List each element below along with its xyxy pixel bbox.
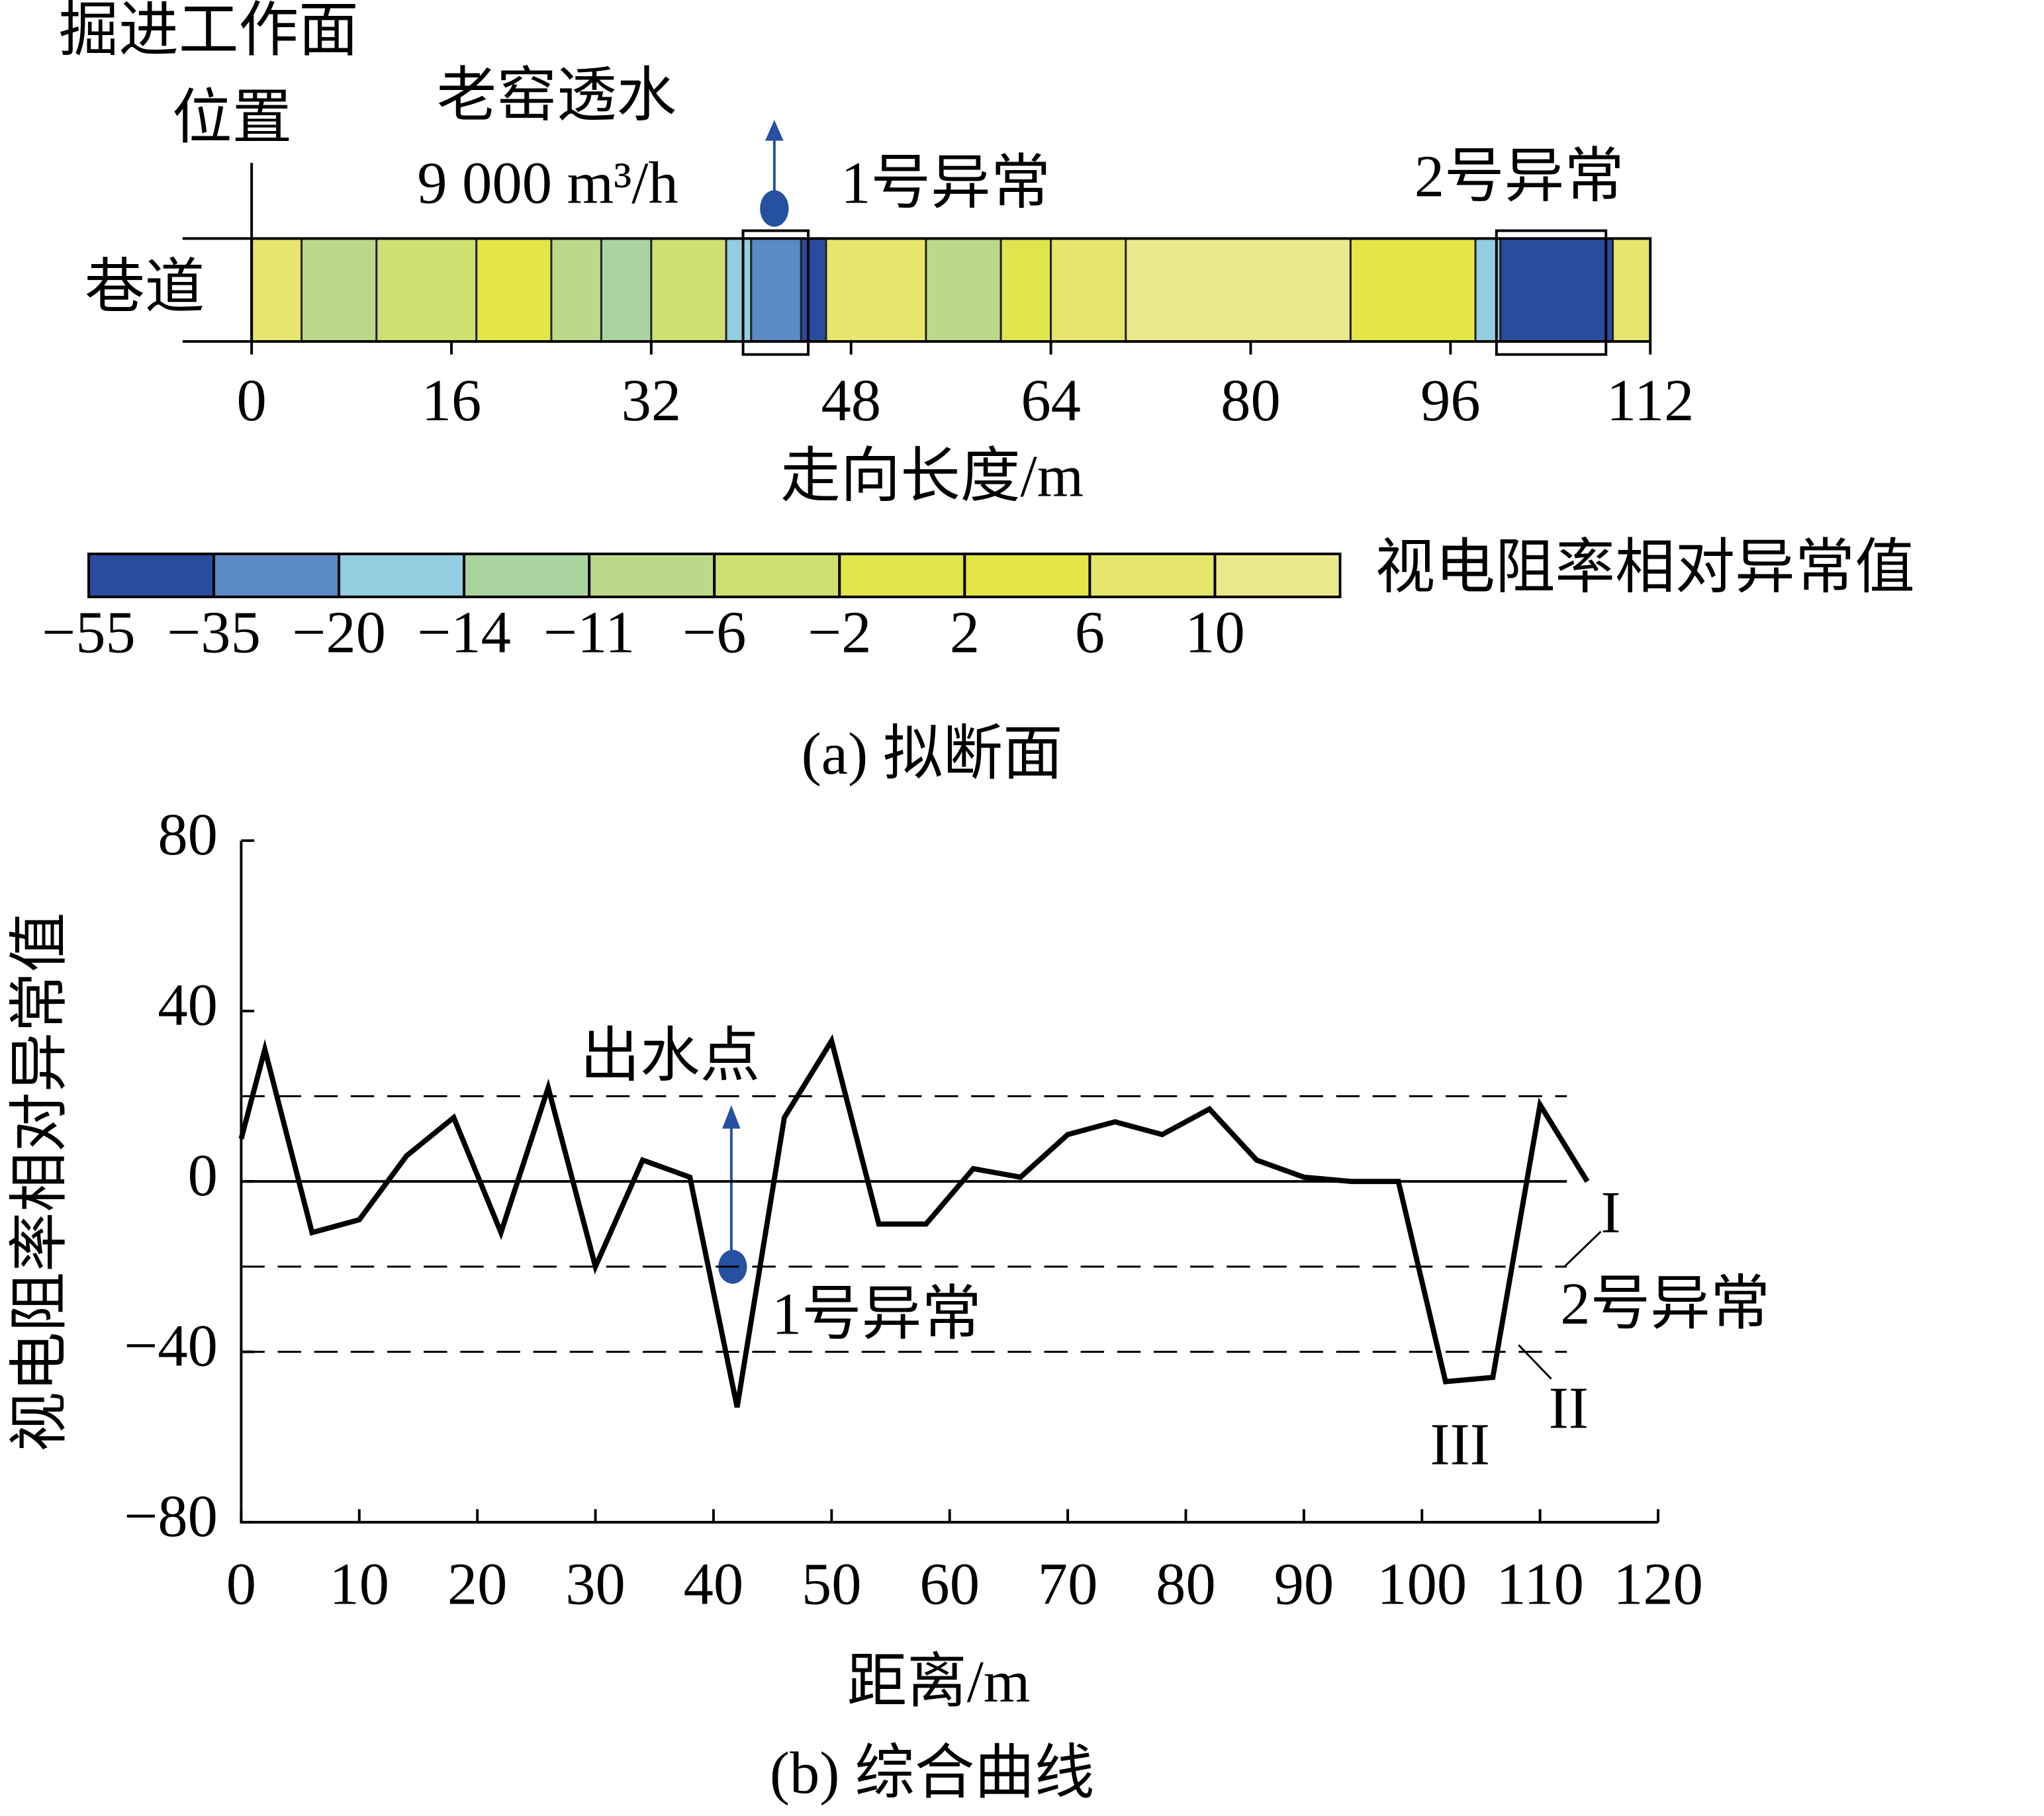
section-plot: 0 16 32 48 64 80 96 112 −55 −35 −20 −14 −11 −6 −2 2 6 10 <box>42 237 1695 666</box>
colorbar-swatch <box>1213 552 1342 598</box>
x-tick-label: 64 <box>1021 367 1081 433</box>
annotation: III <box>1430 1411 1490 1478</box>
colorbar-tick-label: −20 <box>292 599 386 666</box>
caption: (a) 拟断面 <box>802 720 1063 787</box>
cell <box>800 237 827 343</box>
y-label: 视电阻率相对异常值 <box>6 913 73 1452</box>
colorbar-tick-label: −35 <box>167 599 261 666</box>
colorbar-tick-label: −11 <box>543 599 635 666</box>
x-tick-label: 40 <box>684 1550 744 1617</box>
x-tick-label: 10 <box>329 1550 389 1617</box>
x-tick-label: 32 <box>622 367 682 433</box>
section-decor <box>182 120 1608 356</box>
annotation: 掘进工作面 <box>59 0 359 64</box>
cell <box>1612 237 1651 343</box>
y-tick-label: −80 <box>124 1482 218 1549</box>
x-tick-label: 80 <box>1156 1550 1216 1617</box>
cell <box>550 237 602 343</box>
cell <box>600 237 653 343</box>
x-tick-label: 20 <box>447 1550 508 1617</box>
cell <box>1349 237 1477 343</box>
cell <box>750 237 802 343</box>
colorbar-tick-label: 6 <box>1075 599 1105 666</box>
x-tick-label: 0 <box>237 367 267 433</box>
axis <box>240 840 1659 1524</box>
x-tick-label: 30 <box>565 1550 626 1617</box>
cell <box>825 237 927 343</box>
annotation: I <box>1601 1179 1620 1246</box>
colorbar-label: 视电阻率相对异常值 <box>1375 533 1915 600</box>
colorbar-swatch <box>588 552 716 598</box>
annotation: 老窑透水 <box>437 62 676 128</box>
cell <box>301 237 378 343</box>
water-point <box>760 190 789 227</box>
y-tick-label: −40 <box>124 1312 218 1379</box>
curve-plot: −80 −40 0 40 80 0 10 20 30 40 50 60 70 80 90 100 110 120 <box>124 801 1703 1617</box>
colorbar-tick-label: 2 <box>950 599 980 666</box>
cell <box>725 237 753 343</box>
x-tick-label: 96 <box>1420 367 1481 433</box>
colorbar-swatch <box>212 552 341 598</box>
colorbar-tick-label: 10 <box>1185 599 1245 666</box>
colorbar-swatch <box>463 552 591 598</box>
colorbar-swatch <box>838 552 966 598</box>
y-label: 巷道 <box>85 253 205 320</box>
colorbar-tick-label: −14 <box>417 599 511 666</box>
colorbar-swatch <box>1088 552 1217 598</box>
x-tick-label: 60 <box>919 1550 980 1617</box>
arrow-head <box>765 120 784 141</box>
y-tick-label: 80 <box>158 801 218 868</box>
colorbar-swatch <box>713 552 841 598</box>
x-tick-label: 48 <box>821 367 881 433</box>
y-tick-label: 0 <box>188 1142 218 1208</box>
annotation: 出水点 <box>580 1022 760 1089</box>
colorbar-swatch <box>963 552 1092 598</box>
annotation: 2号异常 <box>1560 1270 1770 1337</box>
x-tick-label: 50 <box>802 1550 862 1617</box>
cell <box>1050 237 1127 343</box>
x-tick-label: 120 <box>1613 1550 1703 1617</box>
annotation: 1号异常 <box>841 149 1050 216</box>
x-tick-label: 100 <box>1377 1550 1467 1617</box>
annotation: 9 000 m³/h <box>417 149 678 216</box>
x-tick-label: 112 <box>1606 367 1695 433</box>
colorbar-tick-label: −2 <box>808 599 871 666</box>
cell <box>375 237 478 343</box>
cell <box>475 237 553 343</box>
x-label: 走向长度/m <box>780 442 1084 509</box>
x-tick-label: 0 <box>226 1550 256 1617</box>
leader-line <box>1563 1230 1602 1268</box>
cell <box>1499 237 1614 343</box>
x-tick-label: 110 <box>1496 1550 1584 1617</box>
y-tick-label: 40 <box>158 971 218 1038</box>
annotation: 位置 <box>172 84 292 151</box>
annotation: 2号异常 <box>1415 142 1624 209</box>
arrow-head <box>722 1105 741 1129</box>
x-tick-label: 90 <box>1274 1550 1334 1617</box>
x-tick-label: 70 <box>1038 1550 1098 1617</box>
data-line <box>238 1034 1590 1408</box>
cell <box>999 237 1052 343</box>
caption: (b) 综合曲线 <box>770 1739 1095 1806</box>
anomaly-box <box>741 229 810 356</box>
cell <box>650 237 727 343</box>
x-tick-label: 16 <box>422 367 482 433</box>
colorbar-swatch <box>87 552 216 598</box>
annotation: 1号异常 <box>772 1281 982 1347</box>
cell <box>1125 237 1352 343</box>
leader-line <box>1518 1344 1552 1380</box>
cell <box>250 237 303 343</box>
x-tick-label: 80 <box>1221 367 1281 433</box>
colorbar-tick-label: −6 <box>682 599 746 666</box>
colorbar-swatch <box>338 552 466 598</box>
colorbar-tick-label: −55 <box>42 599 136 666</box>
cell <box>925 237 1002 343</box>
x-label: 距离/m <box>847 1648 1031 1715</box>
anomaly-box <box>1495 229 1608 356</box>
annotation: II <box>1549 1374 1589 1441</box>
